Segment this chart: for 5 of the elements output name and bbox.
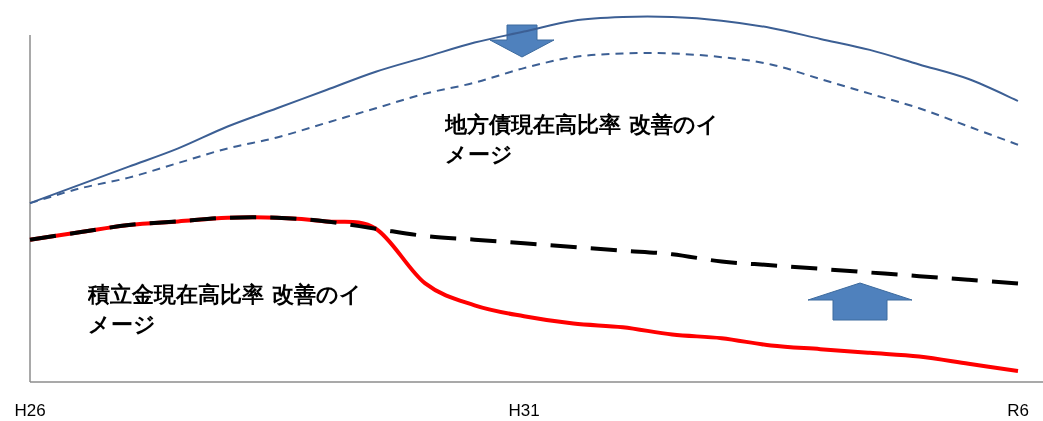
annotation: 地方債現在高比率 改善のイメージ bbox=[445, 111, 720, 169]
annotation: 積立金現在高比率 改善のイメージ bbox=[88, 281, 363, 339]
x-tick-label: H31 bbox=[508, 401, 540, 420]
x-tick-label: H26 bbox=[14, 401, 46, 420]
x-tick-label: R6 bbox=[1007, 401, 1029, 420]
